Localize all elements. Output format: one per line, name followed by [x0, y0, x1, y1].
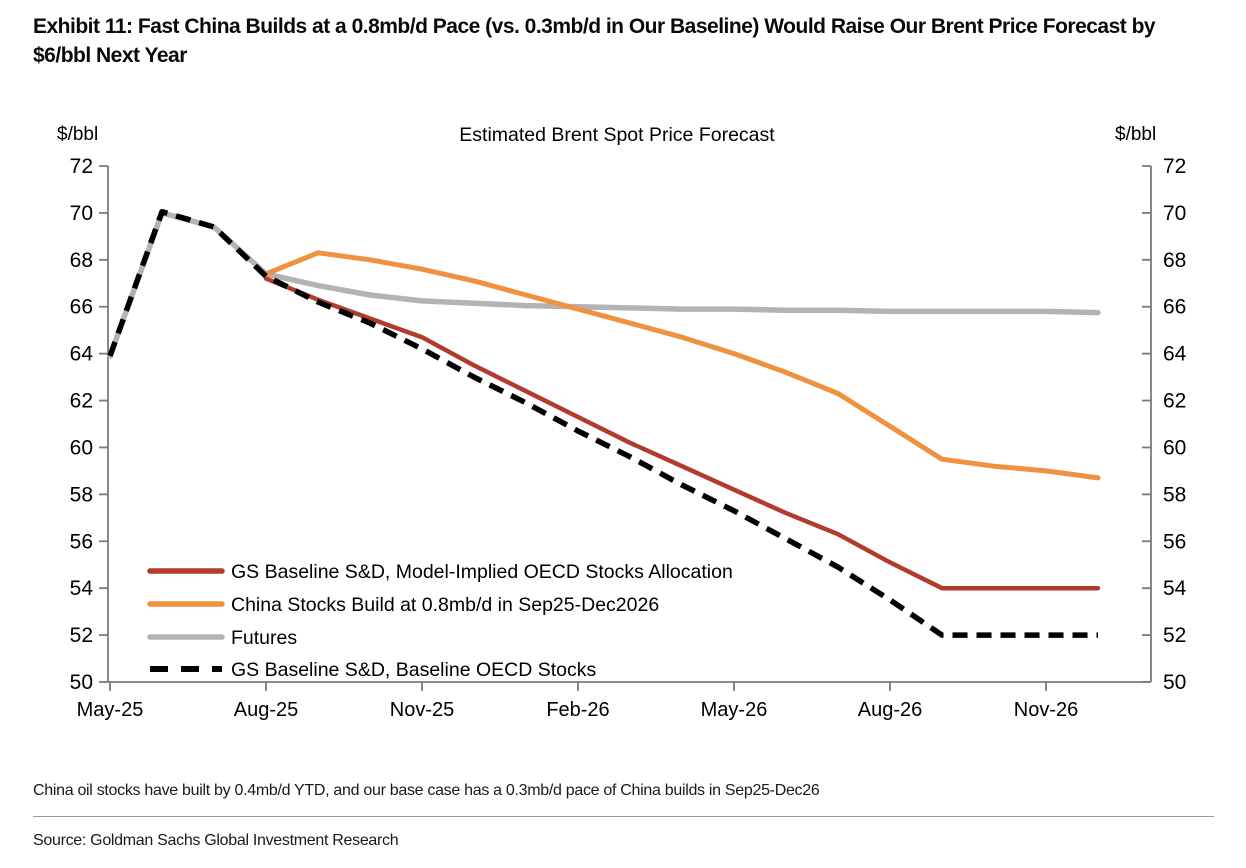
y-tick-label-right: 64 [1163, 343, 1187, 366]
y-tick-label-right: 50 [1163, 671, 1186, 694]
y-tick-label-left: 62 [70, 390, 93, 413]
y-tick-label-right: 56 [1163, 530, 1186, 553]
y-tick-label-right: 60 [1163, 436, 1186, 459]
legend-label-2: Futures [231, 627, 297, 649]
y-axis-unit-right: $/bbl [1115, 124, 1156, 145]
x-tick-label: May-25 [77, 699, 144, 721]
y-tick-label-left: 58 [70, 483, 93, 506]
y-tick-label-left: 52 [70, 624, 93, 647]
y-tick-label-left: 66 [70, 296, 93, 319]
legend-label-0: GS Baseline S&D, Model-Implied OECD Stoc… [231, 561, 733, 583]
x-tick-label: Nov-26 [1014, 699, 1078, 721]
y-tick-label-left: 50 [70, 671, 93, 694]
y-tick-label-right: 66 [1163, 296, 1186, 319]
x-tick-label: May-26 [701, 699, 768, 721]
y-tick-label-left: 54 [70, 577, 94, 600]
brent-price-forecast-chart: Estimated Brent Spot Price Forecast $/bbl… [57, 124, 1187, 721]
x-tick-label: Nov-25 [390, 699, 454, 721]
y-tick-label-left: 60 [70, 436, 93, 459]
source-text: Source: Goldman Sachs Global Investment … [33, 832, 399, 849]
y-tick-label-left: 70 [70, 202, 93, 225]
x-tick-label: Feb-26 [546, 699, 609, 721]
y-tick-label-right: 62 [1163, 390, 1186, 413]
y-tick-label-right: 52 [1163, 624, 1186, 647]
y-tick-label-left: 68 [70, 249, 93, 272]
x-tick-label: Aug-25 [234, 699, 299, 721]
y-tick-label-left: 72 [70, 155, 93, 178]
y-tick-label-right: 68 [1163, 249, 1186, 272]
legend-label-3: GS Baseline S&D, Baseline OECD Stocks [231, 659, 596, 681]
y-tick-label-right: 70 [1163, 202, 1186, 225]
chart-title: Estimated Brent Spot Price Forecast [459, 124, 775, 146]
x-tick-label: Aug-26 [858, 699, 923, 721]
exhibit-title: Exhibit 11: Fast China Builds at a 0.8mb… [33, 15, 1156, 67]
y-tick-label-right: 72 [1163, 155, 1186, 178]
series-line-0 [263, 276, 1101, 591]
y-tick-label-right: 58 [1163, 483, 1186, 506]
y-tick-label-left: 56 [70, 530, 93, 553]
y-axis-unit-left: $/bbl [57, 124, 98, 145]
y-tick-label-right: 54 [1163, 577, 1187, 600]
series-line-2 [107, 210, 1101, 359]
chart-footnote: China oil stocks have built by 0.4mb/d Y… [33, 782, 820, 799]
y-tick-label-left: 64 [70, 343, 94, 366]
footer-divider [33, 816, 1214, 817]
series-line-3 [107, 208, 1098, 638]
series-line-1 [263, 250, 1101, 481]
legend-label-1: China Stocks Build at 0.8mb/d in Sep25-D… [231, 594, 659, 616]
